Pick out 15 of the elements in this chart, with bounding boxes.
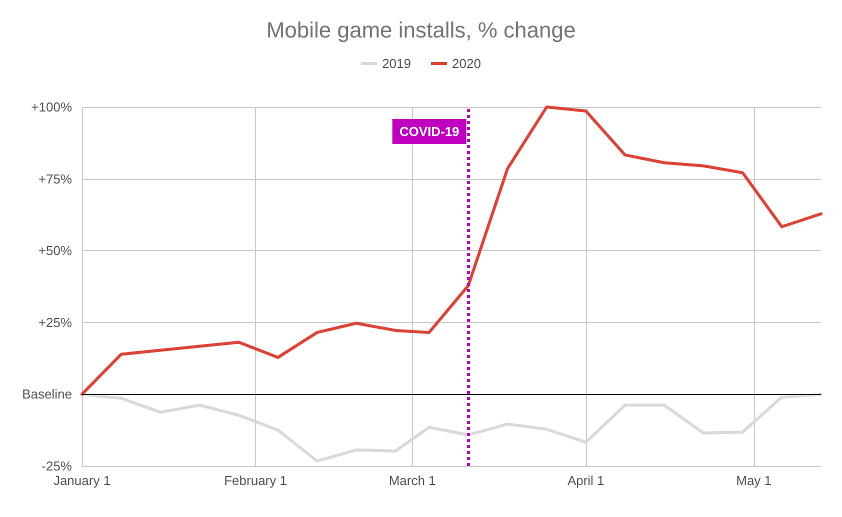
x-tick-label: February 1: [224, 473, 287, 488]
y-tick-label: Baseline: [22, 386, 72, 402]
legend-label: 2019: [382, 56, 411, 71]
y-tick-label: +75%: [38, 171, 72, 186]
ref-line-label: COVID-19: [399, 124, 460, 139]
x-tick-label: March 1: [388, 473, 436, 488]
chart-title: Mobile game installs, % change: [266, 18, 576, 42]
x-tick-label: May 1: [736, 473, 772, 488]
x-tick-label: April 1: [567, 473, 604, 488]
legend-label: 2020: [452, 56, 481, 71]
x-tick-label: January 1: [53, 473, 111, 488]
y-tick-label: -25%: [42, 458, 72, 474]
y-tick-label: +100%: [31, 100, 72, 114]
y-tick-label: +50%: [38, 243, 72, 258]
y-tick-label: +25%: [38, 314, 72, 330]
